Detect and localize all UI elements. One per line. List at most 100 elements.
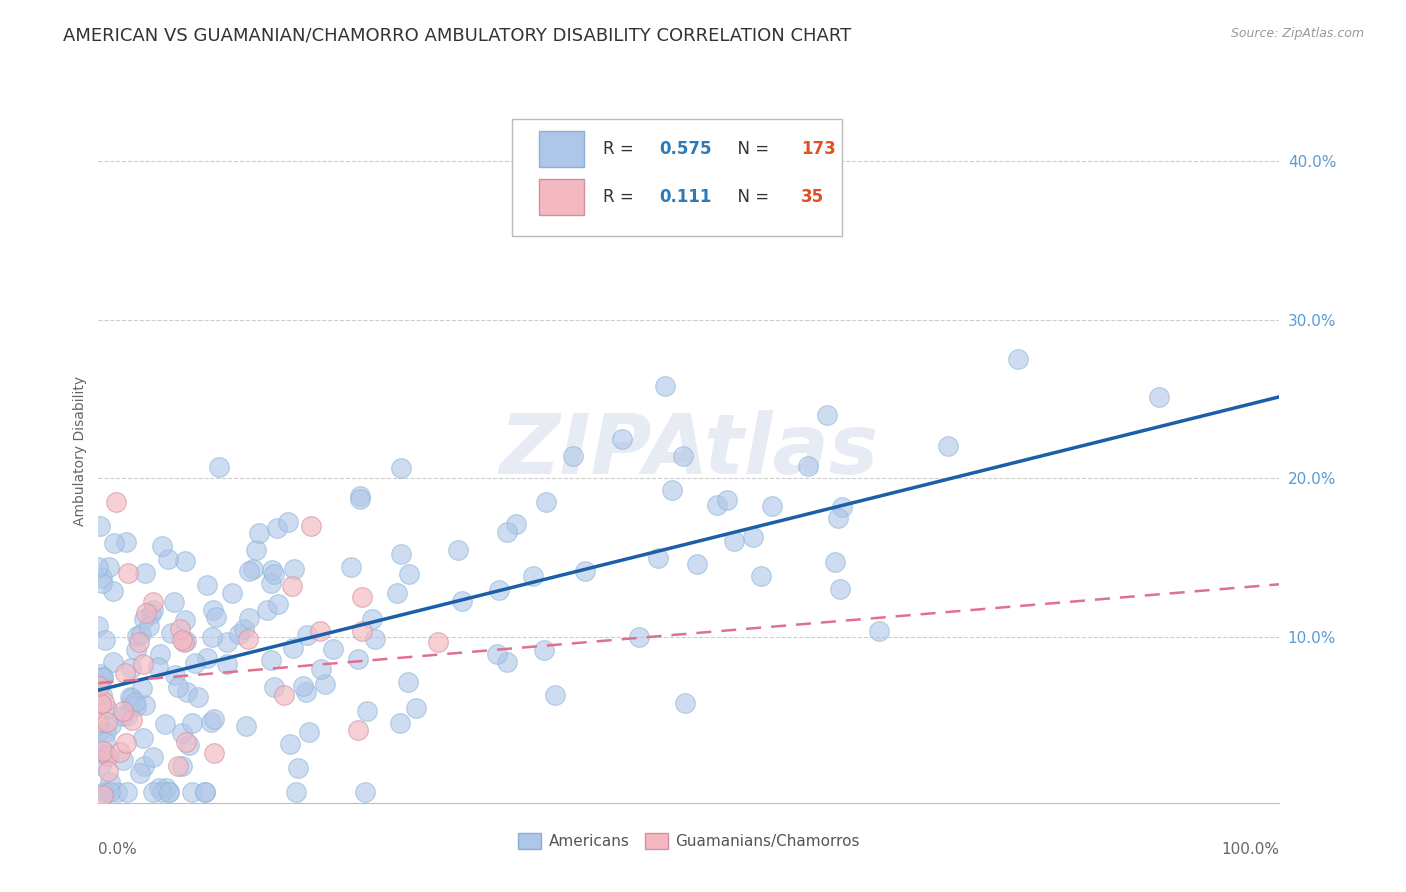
Point: [485, 647, 508, 661]
Point: [256, 602, 278, 616]
Point: [120, 690, 142, 704]
Point: [447, 542, 470, 557]
Point: [91, 744, 114, 758]
Point: [201, 630, 224, 644]
Point: [654, 378, 676, 392]
Point: [89, 666, 111, 681]
Point: [361, 612, 384, 626]
Text: 0.111: 0.111: [659, 188, 711, 206]
Text: AMERICAN VS GUAMANIAN/CHAMORRO AMBULATORY DISABILITY CORRELATION CHART: AMERICAN VS GUAMANIAN/CHAMORRO AMBULATOR…: [63, 27, 852, 45]
Point: [176, 735, 198, 749]
Point: [349, 489, 371, 503]
Point: [184, 656, 207, 670]
Point: [121, 714, 143, 728]
Point: [167, 758, 190, 772]
Point: [496, 524, 519, 539]
Point: [91, 688, 114, 702]
Point: [97, 748, 120, 763]
Point: [356, 704, 378, 718]
Point: [87, 679, 110, 693]
Point: [94, 724, 117, 739]
Point: [347, 723, 370, 738]
Point: [163, 667, 186, 681]
Point: [89, 758, 111, 772]
Point: [117, 785, 139, 799]
Point: [96, 785, 118, 799]
Legend: Americans, Guamanians/Chamorros: Americans, Guamanians/Chamorros: [512, 827, 866, 855]
Point: [277, 515, 299, 529]
Point: [202, 603, 225, 617]
Point: [295, 684, 318, 698]
Text: R =: R =: [603, 188, 644, 206]
Point: [263, 681, 285, 695]
Point: [385, 586, 408, 600]
Point: [163, 594, 186, 608]
Point: [103, 536, 125, 550]
FancyBboxPatch shape: [538, 178, 583, 215]
Point: [100, 718, 122, 732]
Point: [179, 738, 201, 752]
Point: [267, 597, 290, 611]
Point: [831, 500, 853, 515]
Point: [121, 690, 143, 705]
Point: [93, 785, 115, 799]
Point: [673, 696, 696, 710]
Point: [314, 677, 336, 691]
Y-axis label: Ambulatory Disability: Ambulatory Disability: [73, 376, 87, 525]
Point: [389, 547, 412, 561]
Point: [90, 698, 112, 712]
Point: [647, 550, 669, 565]
Point: [114, 666, 136, 681]
Point: [238, 564, 260, 578]
Point: [132, 731, 155, 745]
Point: [101, 584, 124, 599]
Point: [287, 761, 309, 775]
Point: [284, 785, 307, 799]
Text: 100.0%: 100.0%: [1222, 841, 1279, 856]
Point: [93, 735, 115, 749]
Point: [352, 624, 374, 638]
Text: 173: 173: [801, 140, 837, 158]
Point: [125, 699, 148, 714]
Point: [98, 785, 121, 799]
Point: [115, 709, 138, 723]
Point: [200, 715, 222, 730]
Point: [827, 511, 849, 525]
Point: [217, 657, 239, 672]
Text: R =: R =: [603, 140, 638, 158]
Point: [292, 679, 315, 693]
Point: [488, 583, 510, 598]
Point: [266, 521, 288, 535]
Point: [114, 535, 136, 549]
Point: [139, 607, 162, 622]
Point: [742, 530, 765, 544]
Point: [132, 612, 155, 626]
Point: [101, 655, 124, 669]
Point: [259, 576, 281, 591]
Point: [797, 458, 820, 473]
Text: ZIPAtlas: ZIPAtlas: [499, 410, 879, 491]
Point: [91, 670, 114, 684]
Point: [153, 717, 176, 731]
Text: 0.0%: 0.0%: [98, 841, 138, 856]
Point: [544, 688, 567, 702]
Point: [1007, 351, 1029, 366]
Point: [93, 695, 115, 709]
Text: 35: 35: [801, 188, 824, 206]
Point: [322, 642, 344, 657]
Point: [142, 603, 165, 617]
Point: [108, 745, 131, 759]
Point: [170, 759, 193, 773]
Point: [208, 460, 231, 475]
Point: [91, 671, 114, 685]
Point: [87, 560, 110, 574]
Point: [194, 785, 217, 799]
Point: [138, 619, 160, 633]
Point: [278, 737, 301, 751]
Point: [97, 560, 120, 574]
Point: [187, 690, 209, 704]
Point: [936, 439, 959, 453]
Point: [1147, 390, 1170, 404]
Point: [427, 635, 450, 649]
Point: [283, 561, 305, 575]
